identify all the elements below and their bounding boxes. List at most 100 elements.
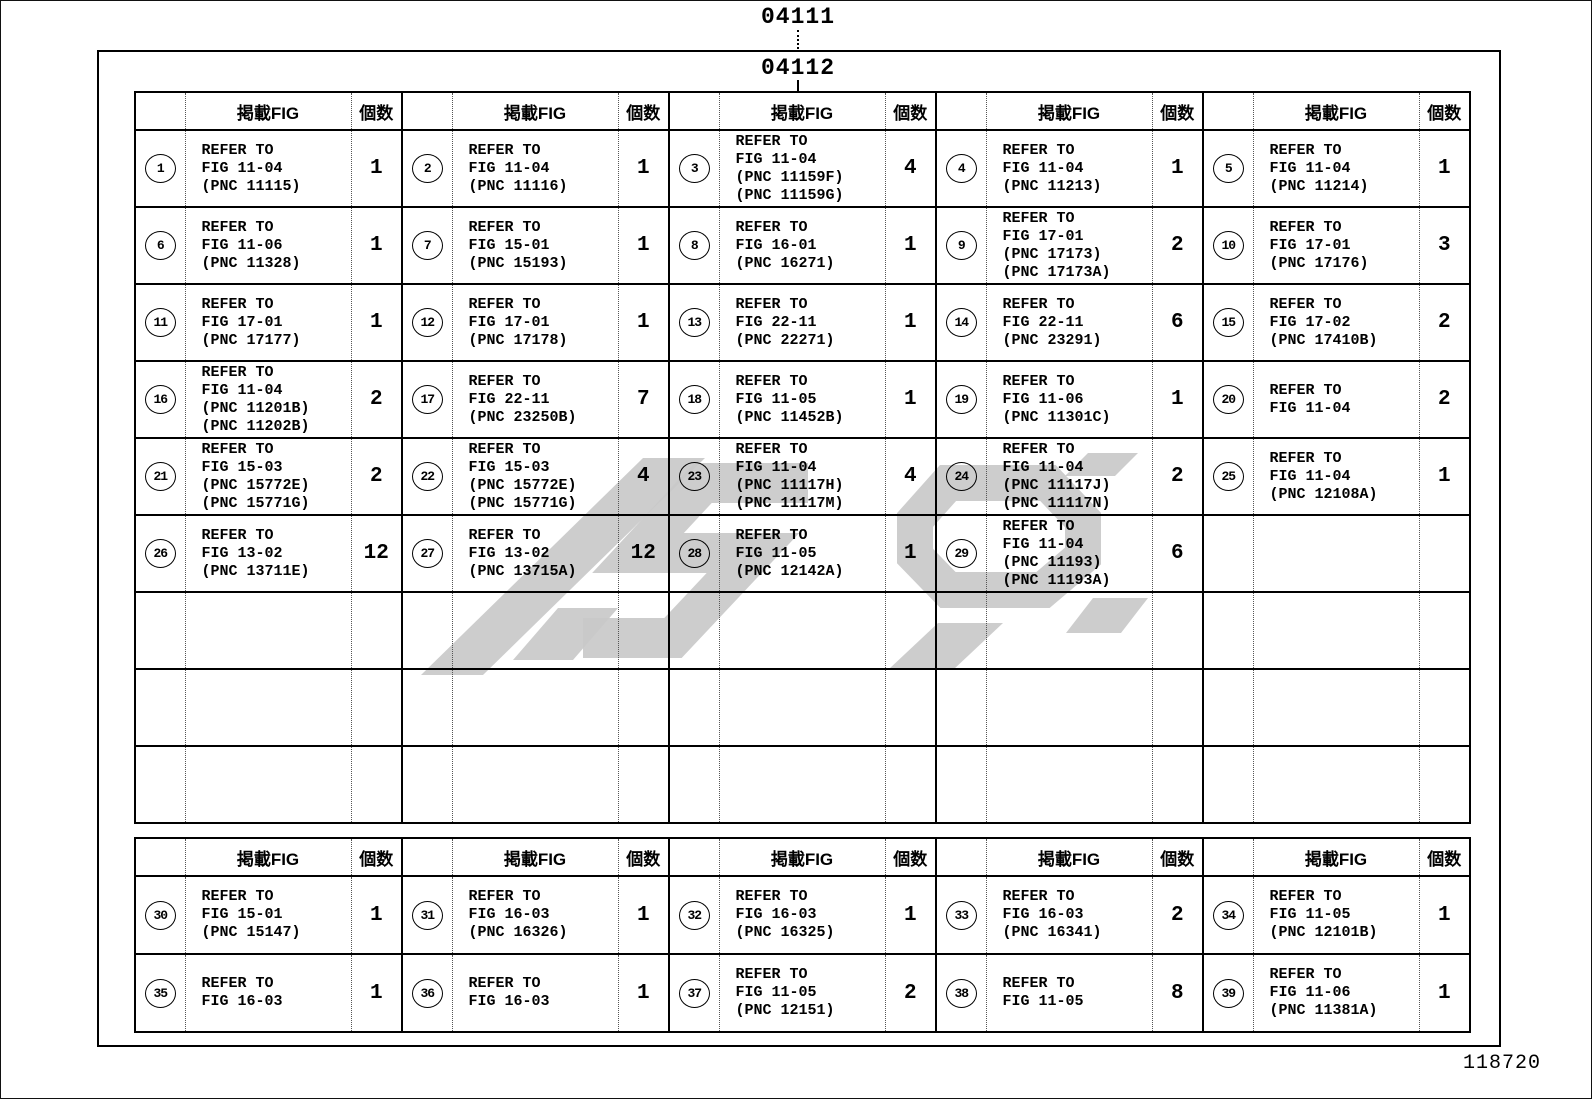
table-row: 30 REFER TO FIG 15-01 (PNC 15147) 1 31 REFER T… xyxy=(134,875,1470,955)
item-number-cell: 33 xyxy=(935,875,986,955)
header-blank-cell xyxy=(668,837,719,877)
quantity-cell: 6 xyxy=(1151,283,1203,362)
item-number-badge: 27 xyxy=(411,539,443,568)
item-number-cell: 30 xyxy=(134,875,185,955)
item-number-badge: 17 xyxy=(411,385,443,414)
refer-to-line: (PNC 17410B) xyxy=(1269,331,1378,349)
quantity-cell xyxy=(617,745,669,824)
refer-to-line: (PNC 15772E) xyxy=(201,476,310,494)
refer-to-line: (PNC 11301C) xyxy=(1002,408,1111,426)
refer-to-line: FIG 16-01 xyxy=(735,236,817,254)
refer-to-line: (PNC 23250B) xyxy=(468,408,577,426)
header-fig-cell: 掲載FIG xyxy=(1252,91,1419,131)
quantity-cell xyxy=(1418,591,1470,670)
refer-to-line: (PNC 11159F) xyxy=(735,168,844,186)
item-number-cell: 34 xyxy=(1202,875,1253,955)
refer-to-line: REFER TO xyxy=(201,526,274,544)
refer-to-line: (PNC 11116) xyxy=(468,177,568,195)
quantity-cell xyxy=(350,745,402,824)
item-number-cell: 25 xyxy=(1202,437,1253,516)
refer-to-line: REFER TO xyxy=(201,295,274,313)
refer-to-cell: REFER TO FIG 11-04 (PNC 11116) xyxy=(451,129,618,208)
quantity-cell xyxy=(884,668,936,747)
item-number-badge: 36 xyxy=(411,978,443,1008)
refer-to-line: REFER TO xyxy=(1269,966,1342,983)
header-fig-cell: 掲載FIG xyxy=(451,837,618,877)
item-number-badge: 10 xyxy=(1212,231,1244,260)
item-number-cell: 24 xyxy=(935,437,986,516)
refer-to-line: (PNC 11117H) xyxy=(735,476,844,494)
refer-to-line: (PNC 13711E) xyxy=(201,562,310,580)
refer-to-line: REFER TO xyxy=(468,975,541,992)
item-number-cell xyxy=(134,591,185,670)
header-blank-cell xyxy=(668,91,719,131)
refer-to-cell xyxy=(1252,514,1419,593)
refer-to-cell xyxy=(184,668,351,747)
refer-to-line: FIG 22-11 xyxy=(468,390,550,408)
refer-to-cell xyxy=(1252,745,1419,824)
refer-to-line: (PNC 17173A) xyxy=(1002,263,1111,281)
figure-code-04112: 04112 xyxy=(760,55,835,81)
quantity-cell xyxy=(1151,591,1203,670)
refer-to-cell: REFER TO FIG 11-04 (PNC 11117H) (PNC 11117M… xyxy=(718,437,885,516)
header-blank-cell xyxy=(401,91,452,131)
refer-to-line: REFER TO xyxy=(468,141,541,159)
refer-to-line: REFER TO xyxy=(201,363,274,381)
header-blank-cell xyxy=(935,837,986,877)
refer-to-line: REFER TO xyxy=(468,526,541,544)
refer-to-line: FIG 17-01 xyxy=(468,313,550,331)
refer-to-cell: REFER TO FIG 11-05 xyxy=(985,953,1152,1033)
quantity-cell: 8 xyxy=(1151,953,1203,1033)
refer-to-line: (PNC 17176) xyxy=(1269,254,1369,272)
refer-to-line: REFER TO xyxy=(1269,295,1342,313)
refer-to-cell: REFER TO FIG 17-01 (PNC 17178) xyxy=(451,283,618,362)
refer-to-cell: REFER TO FIG 16-03 (PNC 16326) xyxy=(451,875,618,955)
item-number-badge: 29 xyxy=(945,539,977,568)
item-number-badge: 31 xyxy=(411,900,443,930)
table-row xyxy=(134,668,1470,747)
item-number-badge: 32 xyxy=(678,900,710,930)
header-blank-cell xyxy=(1202,837,1253,877)
header-fig-cell: 掲載FIG xyxy=(985,837,1152,877)
table-row: 11 REFER TO FIG 17-01 (PNC 17177) 1 12 REFER T… xyxy=(134,283,1470,362)
quantity-cell: 1 xyxy=(1151,360,1203,439)
refer-to-line: REFER TO xyxy=(201,141,274,159)
refer-to-line: (PNC 16341) xyxy=(1002,924,1102,941)
item-number-cell: 18 xyxy=(668,360,719,439)
refer-to-cell xyxy=(451,591,618,670)
refer-to-cell xyxy=(985,668,1152,747)
item-number-cell: 4 xyxy=(935,129,986,208)
quantity-cell xyxy=(1418,668,1470,747)
refer-to-line: REFER TO xyxy=(735,440,808,458)
table-row: 35 REFER TO FIG 16-03 1 36 REFER TO FIG 16-03 1… xyxy=(134,953,1470,1033)
refer-to-line: (PNC 11159G) xyxy=(735,186,844,204)
quantity-cell: 1 xyxy=(884,514,936,593)
item-number-badge: 37 xyxy=(678,978,710,1008)
upper-ref-table: 掲載FIG 個数 掲載FIG 個数 掲載FIG 個数 掲載FIG 個数 掲載FIG 個数 1 REFE… xyxy=(134,91,1471,824)
refer-to-line: (PNC 13715A) xyxy=(468,562,577,580)
refer-to-line: FIG 16-03 xyxy=(1002,906,1084,923)
refer-to-line: FIG 11-05 xyxy=(735,984,817,1001)
header-fig-cell: 掲載FIG xyxy=(184,837,351,877)
refer-to-line: (PNC 11381A) xyxy=(1269,1002,1378,1019)
item-number-badge: 30 xyxy=(144,900,176,930)
quantity-cell: 1 xyxy=(884,875,936,955)
refer-to-line: REFER TO xyxy=(201,975,274,992)
refer-to-line: (PNC 17173) xyxy=(1002,245,1102,263)
header-row: 掲載FIG 個数 掲載FIG 個数 掲載FIG 個数 掲載FIG 個数 掲載FIG 個数 xyxy=(134,91,1470,131)
refer-to-cell: REFER TO FIG 11-05 (PNC 12142A) xyxy=(718,514,885,593)
quantity-cell: 1 xyxy=(1418,129,1470,208)
header-qty-cell: 個数 xyxy=(1418,91,1470,131)
refer-to-line: (PNC 23291) xyxy=(1002,331,1102,349)
refer-to-line: FIG 15-03 xyxy=(468,458,550,476)
refer-to-cell xyxy=(451,745,618,824)
item-number-cell: 31 xyxy=(401,875,452,955)
item-number-cell: 10 xyxy=(1202,206,1253,285)
item-number-cell: 12 xyxy=(401,283,452,362)
header-qty-cell: 個数 xyxy=(884,837,936,877)
refer-to-line: (PNC 16271) xyxy=(735,254,835,272)
quantity-cell: 1 xyxy=(1418,953,1470,1033)
refer-to-line: (PNC 11202B) xyxy=(201,417,310,435)
refer-to-cell: REFER TO FIG 11-04 (PNC 11193) (PNC 11193A) xyxy=(985,514,1152,593)
connector-line-top xyxy=(797,30,799,49)
